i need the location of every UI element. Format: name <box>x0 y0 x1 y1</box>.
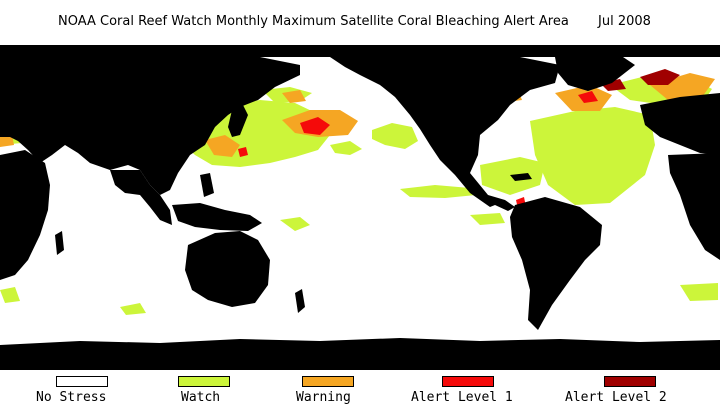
legend-swatch-warning <box>302 376 354 387</box>
caribbean <box>510 173 532 181</box>
legend-label-watch: Watch <box>181 390 221 405</box>
map-title: NOAA Coral Reef Watch Monthly Maximum Sa… <box>0 14 720 32</box>
north-america <box>330 55 560 207</box>
land-masses <box>0 45 720 370</box>
indonesia <box>172 203 262 231</box>
world-map <box>0 45 720 370</box>
legend-alert-level-2: Alert Level 2 <box>565 373 705 411</box>
arctic <box>0 45 720 57</box>
antarctica <box>0 338 720 370</box>
map-date: Jul 2008 <box>598 14 651 29</box>
legend-label-no-stress: No Stress <box>36 390 107 405</box>
map-title-text: NOAA Coral Reef Watch Monthly Maximum Sa… <box>58 14 569 29</box>
africa-east-edge <box>668 153 720 260</box>
legend-alert-level-1: Alert Level 1 <box>411 373 551 411</box>
bleaching-alert-map <box>0 45 720 370</box>
legend-warning: Warning <box>296 373 436 411</box>
legend-no-stress: No Stress <box>36 373 176 411</box>
africa <box>0 150 50 280</box>
legend-swatch-no-stress <box>56 376 108 387</box>
central-america <box>488 195 515 211</box>
legend-watch: Watch <box>178 373 318 411</box>
legend-swatch-watch <box>178 376 230 387</box>
australia <box>185 231 270 307</box>
legend-label-alert-level-2: Alert Level 2 <box>565 390 667 405</box>
legend-swatch-alert-level-1 <box>442 376 494 387</box>
new-zealand <box>295 289 305 313</box>
greenland <box>555 55 635 91</box>
europe <box>640 93 720 155</box>
eurasia <box>0 53 300 195</box>
south-america <box>510 197 602 330</box>
legend-label-alert-level-1: Alert Level 1 <box>411 390 513 405</box>
philippines <box>200 173 214 197</box>
japan <box>228 103 248 137</box>
legend-label-warning: Warning <box>296 390 351 405</box>
legend-swatch-alert-level-2 <box>604 376 656 387</box>
madagascar <box>55 231 64 255</box>
south-asia <box>110 170 172 225</box>
legend: No Stress Watch Warning Alert Level 1 Al… <box>0 373 720 411</box>
